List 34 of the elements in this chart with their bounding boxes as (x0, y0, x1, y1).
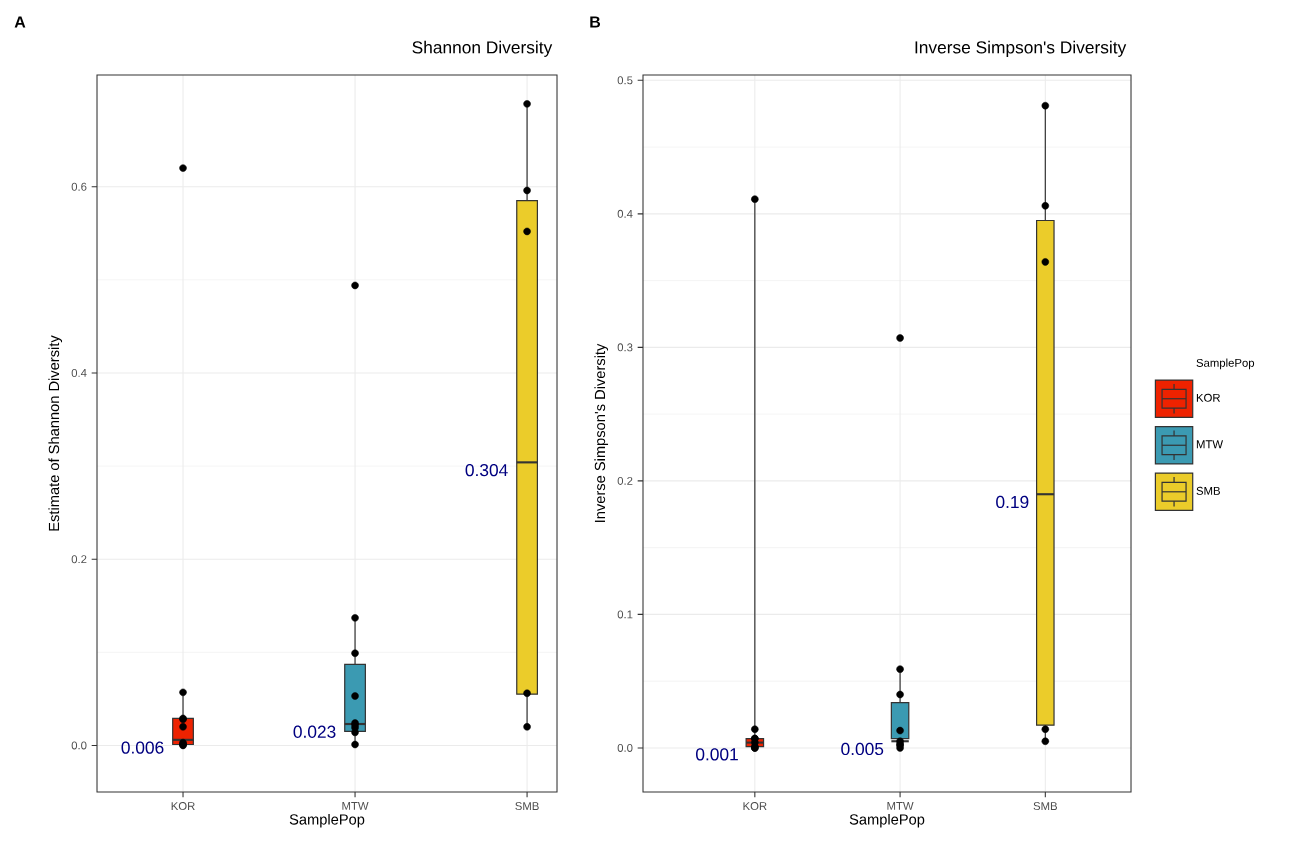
chart-title: Inverse Simpson's Diversity (915, 40, 1127, 57)
legend-label: SMB (1196, 486, 1220, 495)
x-tick-label: KOR (171, 802, 195, 811)
annotation: 0.005 (841, 742, 884, 756)
y-axis-title: Inverse Simpson's Diversity (594, 343, 609, 522)
annotation: 0.023 (293, 725, 336, 738)
y-tick-label: 0.2 (71, 555, 87, 564)
y-axis-title: Estimate of Shannon Diversity (48, 335, 63, 531)
y-tick-label: 0.0 (617, 743, 633, 752)
x-tick-label: MTW (887, 802, 914, 810)
annotation: 0.001 (696, 748, 738, 761)
annotation: 0.304 (465, 463, 508, 477)
y-tick-label: 0.5 (617, 76, 633, 85)
x-axis-title: SamplePop (289, 813, 365, 828)
y-tick-label: 0.3 (617, 343, 633, 352)
annotation: 0.006 (121, 741, 164, 754)
x-tick-label: MTW (342, 802, 369, 810)
text: A (14, 16, 26, 28)
legend-label: MTW (1196, 440, 1224, 449)
y-tick-label: 0.0 (71, 741, 87, 750)
legend-label: KOR (1196, 393, 1221, 402)
x-axis-title: SamplePop (849, 813, 925, 828)
x-tick-label: SMB (515, 802, 539, 811)
x-tick-label: KOR (743, 802, 767, 811)
legend-title: SamplePop (1196, 358, 1255, 370)
chart-title: Shannon Diversity (412, 40, 553, 57)
y-tick-label: 0.4 (71, 368, 87, 377)
y-tick-label: 0.4 (617, 209, 633, 218)
x-tick-label: SMB (1033, 802, 1057, 811)
y-tick-label: 0.1 (617, 610, 633, 619)
text: B (590, 16, 601, 28)
y-tick-label: 0.6 (71, 182, 87, 191)
y-tick-label: 0.2 (617, 476, 633, 485)
annotation: 0.19 (996, 495, 1029, 509)
